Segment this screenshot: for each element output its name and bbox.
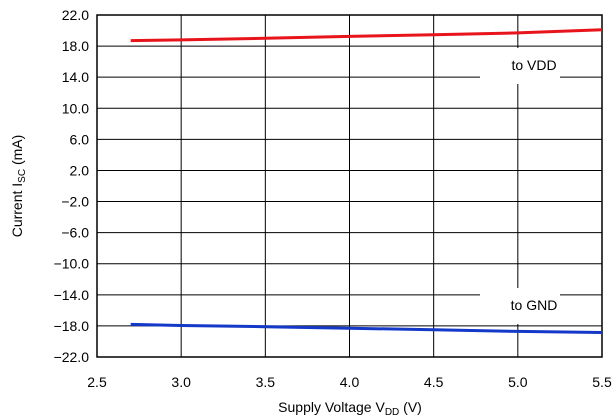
x-axis-label: Supply Voltage VDD (V)	[278, 399, 422, 418]
annotation-vdd-bg	[480, 48, 560, 84]
y-tick-label: 18.0	[62, 38, 89, 54]
annotation-gnd-bg	[480, 288, 560, 324]
y-tick-label: 10.0	[62, 100, 89, 116]
x-tick-label: 4.0	[340, 374, 360, 390]
y-tick-label: 22.0	[62, 7, 89, 23]
x-tick-label: 5.5	[592, 374, 612, 390]
plot-area	[96, 14, 603, 358]
y-tick-label: −10.0	[54, 256, 90, 272]
y-tick-label: −6.0	[61, 225, 89, 241]
y-tick-label: 14.0	[62, 69, 89, 85]
annotation-vdd: to VDD	[511, 57, 556, 73]
x-tick-label: 3.0	[171, 374, 191, 390]
y-tick-label: −18.0	[54, 318, 90, 334]
x-tick-label: 2.5	[87, 374, 107, 390]
series-line-to-vdd	[130, 28, 603, 43]
y-tick-label: 6.0	[70, 131, 90, 147]
y-tick-labels: 22.0 18.0 14.0 10.0 6.0 2.0 −2.0 −6.0 −10.0 −14.0…	[54, 7, 90, 365]
y-axis-label: Current ISC (mA)	[9, 135, 28, 238]
y-tick-label: −22.0	[54, 349, 90, 365]
y-tick-label: −2.0	[61, 194, 89, 210]
y-tick-label: −14.0	[54, 287, 90, 303]
annotation-gnd: to GND	[511, 297, 558, 313]
series-lines	[130, 28, 603, 334]
x-tick-label: 3.5	[256, 374, 276, 390]
x-tick-labels: 2.5 3.0 3.5 4.0 4.5 5.0 5.5	[87, 374, 612, 390]
x-tick-label: 5.0	[508, 374, 528, 390]
y-tick-label: 2.0	[70, 162, 90, 178]
series-line-to-gnd	[130, 322, 603, 334]
x-tick-label: 4.5	[424, 374, 444, 390]
